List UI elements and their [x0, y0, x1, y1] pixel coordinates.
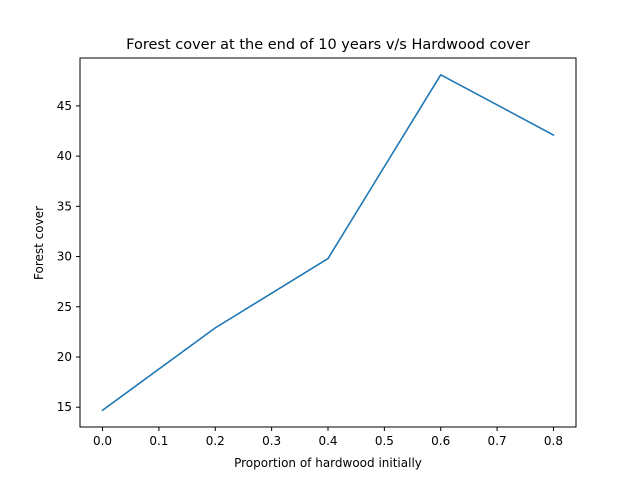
x-axis: 0.0 0.1 0.2 0.3 0.4 0.5 0.6 0.7 0.8 — [93, 427, 563, 448]
y-tick-label: 35 — [57, 199, 72, 213]
plot-area: 0.0 0.1 0.2 0.3 0.4 0.5 0.6 0.7 0.8 15 20 25 30 35 40… — [57, 57, 577, 448]
y-tick-label: 20 — [57, 350, 72, 364]
x-axis-label: Proportion of hardwood initially — [234, 456, 422, 470]
x-tick-label: 0.0 — [93, 434, 112, 448]
y-axis: 15 20 25 30 35 40 45 — [57, 99, 80, 414]
x-tick-label: 0.1 — [149, 434, 168, 448]
y-axis-label: Forest cover — [32, 206, 46, 280]
x-tick-label: 0.3 — [262, 434, 281, 448]
y-tick-label: 40 — [57, 149, 72, 163]
y-tick-label: 15 — [57, 400, 72, 414]
x-tick-label: 0.8 — [544, 434, 563, 448]
y-tick-label: 45 — [57, 99, 72, 113]
series-layer — [101, 73, 555, 412]
x-tick-label: 0.7 — [488, 434, 507, 448]
y-tick-label: 30 — [57, 250, 72, 264]
chart-title: Forest cover at the end of 10 years v/s … — [126, 37, 530, 53]
x-tick-label: 0.6 — [431, 434, 450, 448]
series-line — [101, 73, 555, 412]
y-tick-label: 25 — [57, 300, 72, 314]
x-tick-label: 0.4 — [318, 434, 337, 448]
x-tick-label: 0.2 — [206, 434, 225, 448]
x-tick-label: 0.5 — [375, 434, 394, 448]
